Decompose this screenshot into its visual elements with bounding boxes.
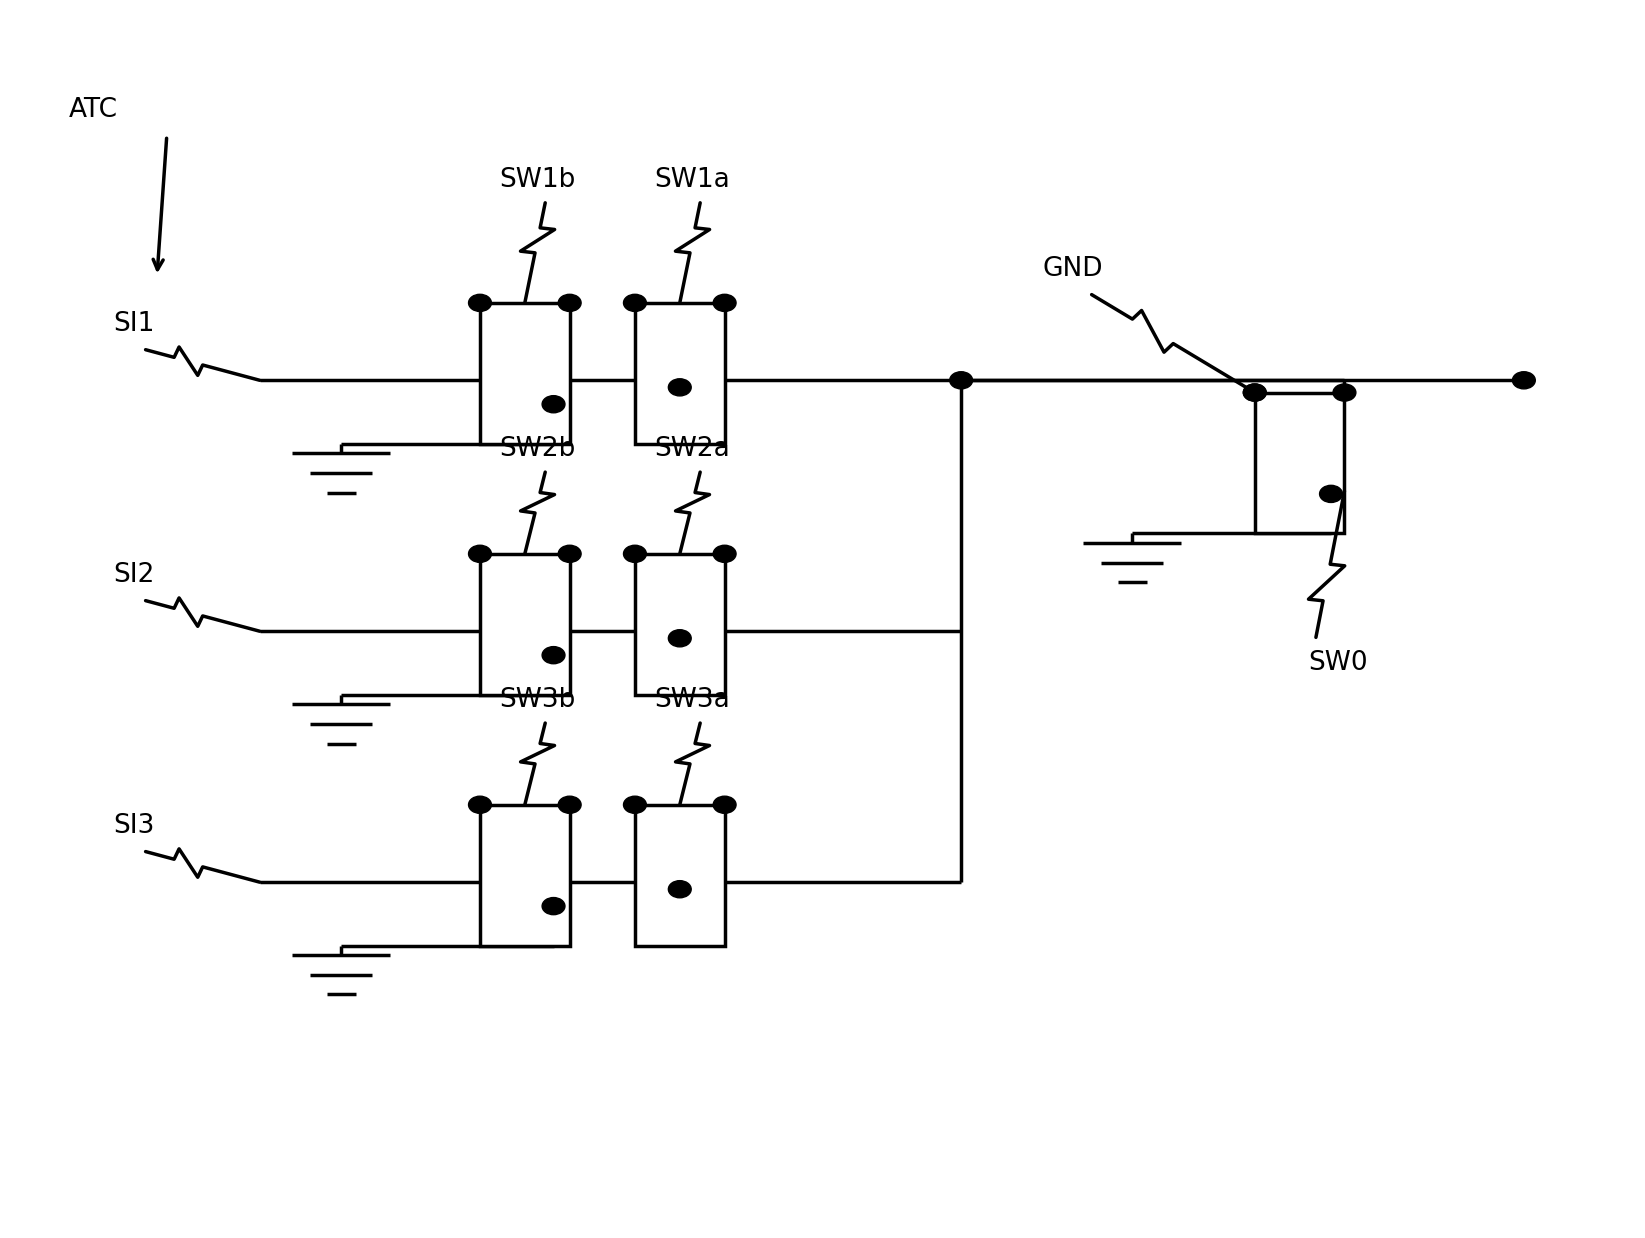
Circle shape [668,379,691,396]
Circle shape [1332,384,1355,401]
Text: SW2a: SW2a [655,436,730,462]
Text: SW3a: SW3a [655,687,730,713]
Circle shape [543,898,564,915]
Text: ATC: ATC [69,98,118,124]
Text: GND: GND [1043,256,1104,282]
Text: SI2: SI2 [114,562,155,588]
Circle shape [714,295,735,312]
Circle shape [714,545,735,562]
Circle shape [558,295,581,312]
Text: SI1: SI1 [114,312,155,338]
Circle shape [623,545,646,562]
Circle shape [668,880,691,898]
Circle shape [623,796,646,813]
Text: SW1a: SW1a [655,167,730,193]
Circle shape [543,646,564,664]
Circle shape [1512,371,1535,389]
Circle shape [558,545,581,562]
Circle shape [949,371,972,389]
Bar [635,805,725,946]
Text: SW3b: SW3b [498,687,576,713]
Bar [480,303,569,443]
Text: SI3: SI3 [114,813,155,839]
Text: SW2b: SW2b [498,436,576,462]
Circle shape [623,295,646,312]
Circle shape [469,295,492,312]
Circle shape [558,796,581,813]
Bar [635,303,725,443]
Circle shape [1244,384,1267,401]
Bar [480,553,569,695]
Text: SW0: SW0 [1308,650,1367,676]
Circle shape [543,396,564,412]
Text: SW1b: SW1b [498,167,576,193]
Bar [1255,392,1344,534]
Circle shape [668,630,691,646]
Circle shape [469,796,492,813]
Circle shape [1319,485,1342,503]
Circle shape [714,796,735,813]
Circle shape [1244,384,1267,401]
Bar [480,805,569,946]
Circle shape [469,545,492,562]
Bar [635,553,725,695]
